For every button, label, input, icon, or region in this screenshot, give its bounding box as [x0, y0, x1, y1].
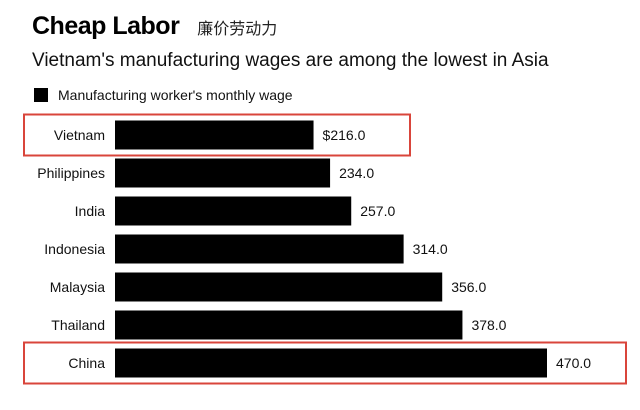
value-label-malaysia: 356.0: [451, 279, 486, 295]
category-label-china: China: [68, 355, 105, 371]
chart-subtitle: Vietnam's manufacturing wages are among …: [32, 50, 549, 71]
value-label-china: 470.0: [556, 355, 591, 371]
category-label-philippines: Philippines: [37, 165, 105, 181]
category-label-india: India: [75, 203, 106, 219]
bar-philippines: [115, 158, 331, 188]
category-label-thailand: Thailand: [51, 317, 105, 333]
legend-swatch: [34, 88, 48, 102]
legend: Manufacturing worker's monthly wage: [34, 87, 293, 103]
highlight-box-china: [23, 341, 627, 385]
bar-india: [115, 196, 352, 226]
category-label-indonesia: Indonesia: [44, 241, 105, 257]
highlight-box-vietnam: [23, 113, 411, 157]
value-label-thailand: 378.0: [471, 317, 506, 333]
chart-title-chinese: 廉价劳动力: [197, 19, 278, 38]
bar-vietnam: [115, 120, 314, 150]
value-label-philippines: 234.0: [339, 165, 374, 181]
value-label-india: 257.0: [360, 203, 395, 219]
bar-china: [115, 348, 547, 378]
value-label-indonesia: 314.0: [413, 241, 448, 257]
value-label-vietnam: $216.0: [323, 127, 366, 143]
title-row: Cheap Labor 廉价劳动力: [32, 12, 277, 41]
category-label-malaysia: Malaysia: [50, 279, 105, 295]
bar-indonesia: [115, 234, 404, 264]
chart-title: Cheap Labor: [32, 12, 180, 40]
bar-malaysia: [115, 272, 443, 302]
bar-thailand: [115, 310, 463, 340]
legend-label: Manufacturing worker's monthly wage: [58, 87, 293, 103]
category-label-vietnam: Vietnam: [54, 127, 105, 143]
